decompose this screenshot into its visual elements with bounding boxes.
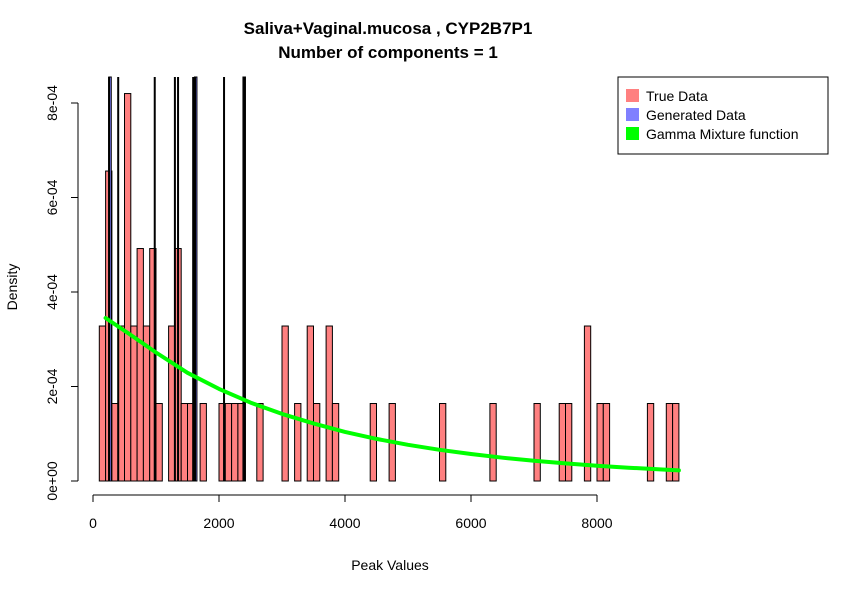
legend-swatch-generated-data [626, 108, 639, 121]
true-data-bar [294, 403, 302, 482]
true-data-bar [325, 325, 333, 482]
y-axis-label: Density [4, 264, 20, 311]
true-data-bar [231, 403, 239, 482]
true-data-bar [313, 403, 321, 482]
true-data-bar [369, 403, 378, 482]
true-data-bar [281, 325, 289, 482]
x-tick-label: 8000 [581, 515, 612, 531]
true-data-bar [199, 403, 207, 482]
true-data-bar [672, 403, 680, 482]
true-data-bar [130, 325, 138, 482]
chart-title: Saliva+Vaginal.mucosa , CYP2B7P1 [244, 19, 533, 38]
y-axis: 0e+00 2e-04 4e-04 6e-04 8e-04 [44, 85, 79, 501]
x-tick-label: 0 [89, 515, 97, 531]
y-tick-label: 8e-04 [44, 85, 60, 121]
y-tick-label: 0e+00 [44, 461, 60, 501]
y-tick-label: 6e-04 [44, 179, 60, 215]
true-data-bar [439, 403, 447, 482]
true-data-bar [256, 403, 264, 482]
true-data-bar [224, 403, 233, 482]
true-data-bar [565, 403, 573, 482]
true-data-bar [124, 93, 132, 482]
true-data-bar [306, 325, 315, 482]
gamma-mixture-line [103, 316, 681, 473]
true-data-bar [136, 248, 144, 482]
x-tick-label: 4000 [329, 515, 360, 531]
true-data-bar [180, 403, 188, 482]
true-data-bar [533, 403, 541, 482]
x-axis-label: Peak Values [351, 557, 429, 573]
gamma-curve [103, 316, 681, 473]
legend: True Data Generated Data Gamma Mixture f… [617, 76, 829, 155]
true-data-bar [155, 403, 163, 482]
y-tick-label: 4e-04 [44, 274, 60, 310]
true-data-bar [331, 403, 340, 482]
legend-swatch-gamma-mixture [626, 127, 639, 140]
true-data-bar [149, 248, 157, 482]
legend-swatch-true-data [626, 89, 639, 102]
x-axis: 0 2000 4000 6000 8000 [89, 494, 613, 531]
true-data-bar [98, 325, 107, 482]
true-data-bar [489, 403, 497, 482]
x-tick-label: 2000 [203, 515, 234, 531]
true-data-bar [596, 403, 604, 482]
legend-box [617, 76, 829, 155]
true-data-bar [646, 403, 655, 482]
y-tick-label: 2e-04 [44, 368, 60, 404]
legend-label-gamma-mixture: Gamma Mixture function [646, 126, 799, 142]
chart-subtitle: Number of components = 1 [278, 43, 498, 62]
peak-lines [108, 77, 246, 481]
true-data-bar [558, 403, 567, 482]
x-tick-label: 6000 [455, 515, 486, 531]
true-data-bars [98, 93, 680, 482]
true-data-bar [602, 403, 611, 482]
true-data-bar [583, 325, 592, 482]
legend-label-true-data: True Data [646, 88, 708, 104]
legend-label-generated-data: Generated Data [646, 107, 746, 123]
